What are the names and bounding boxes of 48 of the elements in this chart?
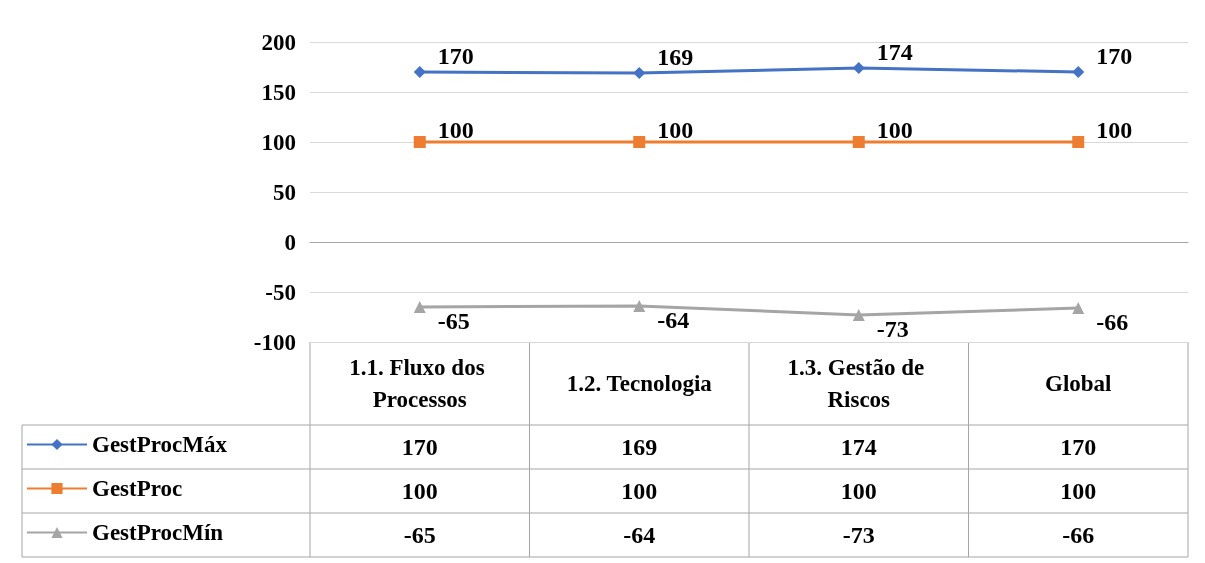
text: 100 <box>876 117 913 143</box>
y-tick-label: 0 <box>284 229 296 255</box>
point <box>413 301 426 313</box>
point <box>1072 66 1085 78</box>
data-label: -73 <box>842 522 875 548</box>
data-label: -64 <box>623 522 656 548</box>
point <box>852 136 865 148</box>
legend-label: GestProcMáx <box>92 432 228 457</box>
point <box>633 300 646 312</box>
data-label: 170 <box>401 434 438 460</box>
x-tick-label: Global <box>1045 371 1112 396</box>
text: 100 <box>1096 117 1133 143</box>
point <box>1072 136 1085 148</box>
text: 100 <box>437 117 474 143</box>
text: 174 <box>876 39 913 65</box>
x-tick-label: 1.3. Gestão de Riscos <box>787 355 930 412</box>
data-label: 100 <box>840 478 877 504</box>
y-tick-label: 100 <box>261 129 296 155</box>
data-label: 100 <box>401 478 438 504</box>
point <box>852 309 865 321</box>
text: 170 <box>1096 43 1133 69</box>
text: -64 <box>657 307 690 333</box>
text: 169 <box>657 44 694 70</box>
data-label: 174 <box>840 434 877 460</box>
data-label: 169 <box>621 434 658 460</box>
text: -73 <box>876 316 909 342</box>
x-tick-label: 1.2. Tecnologia <box>566 371 713 396</box>
data-label: 170 <box>1060 434 1097 460</box>
text: -65 <box>437 308 470 334</box>
y-tick-label: 150 <box>261 79 296 105</box>
data-label: -65 <box>403 522 436 548</box>
point <box>413 66 426 78</box>
text: 100 <box>657 117 694 143</box>
data-label: 100 <box>1060 478 1097 504</box>
y-tick-label: 200 <box>261 29 296 55</box>
y-tick-label: 50 <box>273 179 296 205</box>
point <box>1072 302 1085 314</box>
x-tick-label: 1.1. Fluxo dos Processos <box>349 355 491 412</box>
y-tick-label: -100 <box>253 329 296 355</box>
legend-label: GestProc <box>92 476 183 501</box>
text: 170 <box>437 43 474 69</box>
y-tick-label: -50 <box>265 279 296 305</box>
data-label: 100 <box>621 478 658 504</box>
data-label: -66 <box>1062 522 1095 548</box>
legend-label: GestProcMín <box>92 520 224 545</box>
text: -66 <box>1096 309 1129 335</box>
point <box>633 136 646 148</box>
point <box>413 136 426 148</box>
